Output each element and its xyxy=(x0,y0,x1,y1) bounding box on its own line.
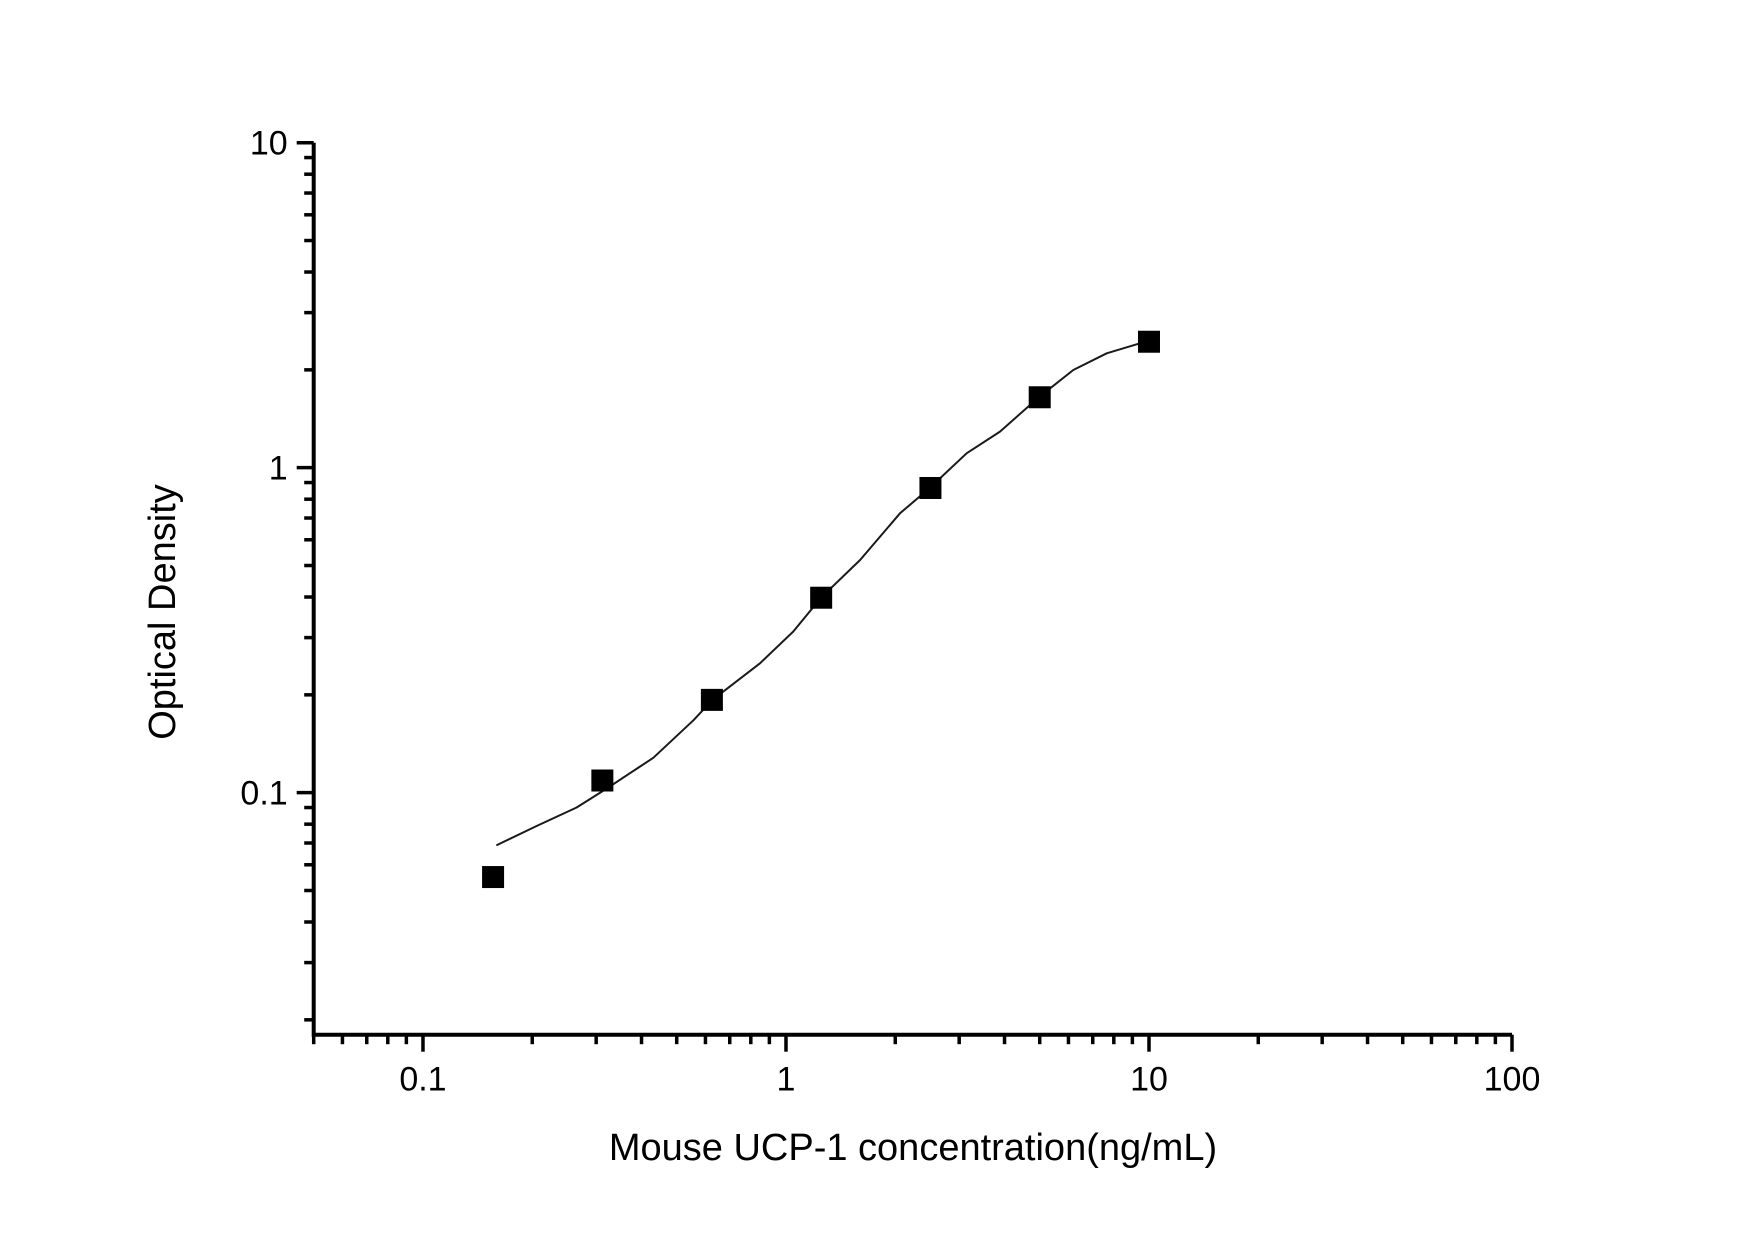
x-tick-label: 1 xyxy=(777,1061,796,1099)
data-point-marker xyxy=(700,688,723,711)
y-axis-title: Optical Density xyxy=(142,484,184,740)
axis-spines xyxy=(311,142,1512,1037)
x-tick-label: 10 xyxy=(1130,1061,1168,1099)
data-point-marker xyxy=(919,476,942,499)
data-point-marker xyxy=(1137,330,1160,353)
x-axis-title: Mouse UCP-1 concentration(ng/mL) xyxy=(608,1127,1218,1169)
y-tick-label: 0.1 xyxy=(240,775,287,813)
y-tick-label: 1 xyxy=(269,450,288,488)
data-point-marker xyxy=(810,586,833,609)
x-tick-label: 100 xyxy=(1484,1061,1541,1099)
x-tick-label: 0.1 xyxy=(399,1061,446,1099)
data-point-marker xyxy=(482,866,505,889)
y-tick-label: 10 xyxy=(250,125,288,163)
data-point-marker xyxy=(1028,386,1051,409)
data-point-marker xyxy=(591,769,614,792)
fit-curve xyxy=(496,340,1150,846)
